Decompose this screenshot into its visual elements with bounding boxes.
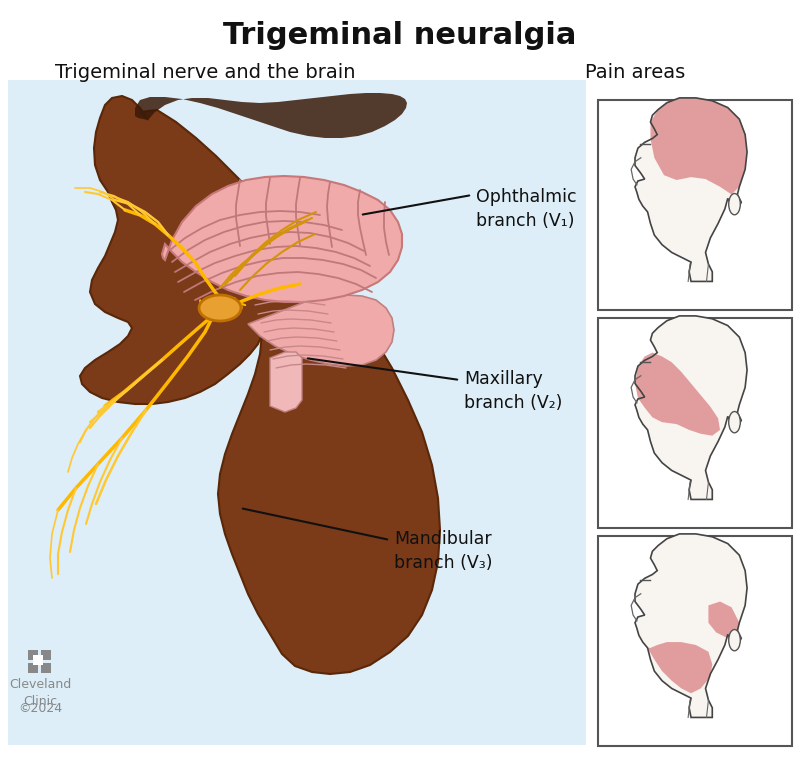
Polygon shape (135, 93, 407, 138)
Bar (41, 650, 51, 660)
Polygon shape (635, 353, 720, 436)
Polygon shape (162, 176, 402, 302)
Polygon shape (635, 316, 747, 499)
Bar (598, 100, 792, 310)
Bar (33, 655, 43, 665)
Text: Mandibular
branch (V₃): Mandibular branch (V₃) (394, 530, 493, 572)
Polygon shape (270, 352, 302, 412)
Bar (8, 80, 586, 745)
Text: Ophthalmic
branch (V₁): Ophthalmic branch (V₁) (476, 188, 577, 229)
Bar (598, 536, 792, 746)
Ellipse shape (729, 412, 740, 433)
Polygon shape (647, 642, 712, 693)
Bar (28, 663, 38, 673)
Ellipse shape (729, 629, 740, 651)
Bar (41, 663, 51, 673)
Text: Maxillary
branch (V₂): Maxillary branch (V₂) (464, 370, 562, 412)
Ellipse shape (729, 193, 740, 215)
Text: Pain areas: Pain areas (585, 62, 685, 81)
Polygon shape (709, 601, 739, 638)
Text: Cleveland
Clinic: Cleveland Clinic (9, 678, 71, 708)
Text: Trigeminal neuralgia: Trigeminal neuralgia (223, 20, 577, 49)
Polygon shape (635, 98, 747, 282)
Polygon shape (650, 98, 747, 194)
Text: ©2024: ©2024 (18, 702, 62, 715)
Bar (598, 318, 792, 528)
Polygon shape (80, 96, 440, 674)
Polygon shape (248, 295, 394, 366)
Text: Trigeminal nerve and the brain: Trigeminal nerve and the brain (55, 62, 355, 81)
Ellipse shape (199, 295, 241, 321)
Polygon shape (635, 534, 747, 718)
Bar (28, 650, 38, 660)
